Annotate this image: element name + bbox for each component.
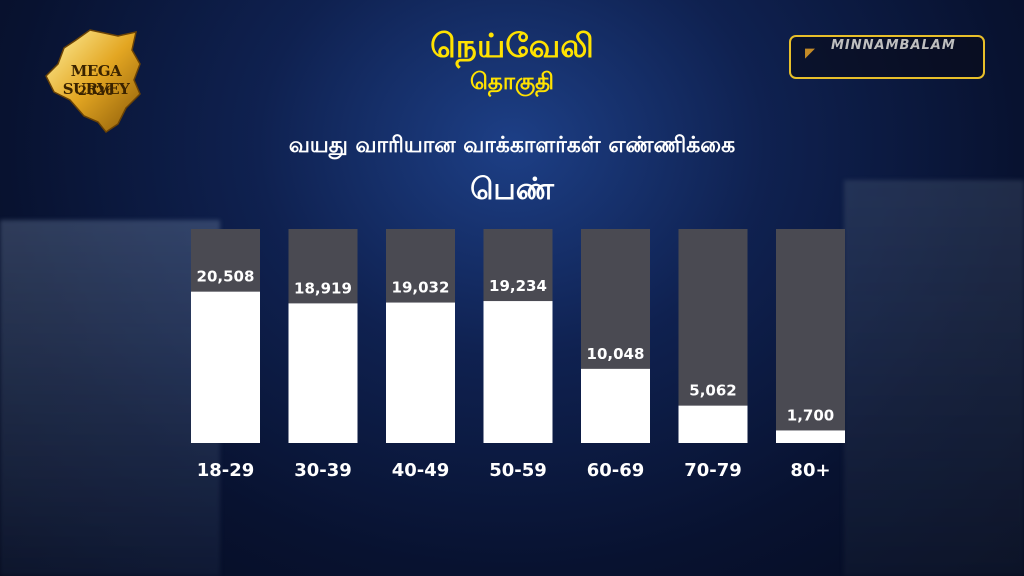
bar-value-label: 5,062 (689, 382, 736, 400)
brand-badge: ◤ MINNAMBALAM (789, 35, 985, 79)
category-label: 18-29 (197, 460, 255, 481)
category-label: 70-79 (684, 460, 742, 481)
bar-value-label: 19,234 (489, 277, 547, 295)
chart-title: வயது வாரியான வாக்காளர்கள் எண்ணிக்கை (288, 133, 736, 158)
bar-value-label: 10,048 (587, 345, 645, 363)
logo-line-1: MEGA SURVEY (62, 62, 130, 98)
background-building (0, 220, 220, 576)
page-subtitle: தொகுதி (469, 69, 555, 95)
bar-70-79 (678, 405, 748, 443)
category-label: 80+ (790, 460, 830, 481)
background-temple (844, 180, 1024, 576)
category-label: 50-59 (489, 460, 547, 481)
bar-50-59 (483, 301, 553, 443)
bar-60-69 (581, 368, 650, 443)
mega-survey-logo: MEGA SURVEY 2026 (40, 28, 152, 136)
bar-80+ (776, 430, 845, 443)
bar-40-49 (386, 302, 455, 443)
category-label: 40-49 (392, 460, 450, 481)
logo-line-2: 2026 (77, 84, 115, 99)
bar-30-39 (288, 303, 358, 443)
bar-18-29 (191, 291, 260, 443)
chart-subtitle: பெண் (470, 172, 554, 207)
bar-value-label: 20,508 (197, 268, 255, 286)
bar-track (776, 229, 845, 443)
brand-mark-icon: ◤ (805, 46, 815, 61)
bar-value-label: 18,919 (294, 279, 352, 297)
category-label: 30-39 (294, 460, 352, 481)
brand-name: MINNAMBALAM (831, 38, 956, 53)
bar-value-label: 1,700 (787, 406, 834, 424)
category-label: 60-69 (587, 460, 645, 481)
bar-value-label: 19,032 (392, 279, 450, 297)
page-title: நெய்வேலி (430, 26, 594, 65)
tamil-nadu-map-icon (45, 29, 141, 134)
